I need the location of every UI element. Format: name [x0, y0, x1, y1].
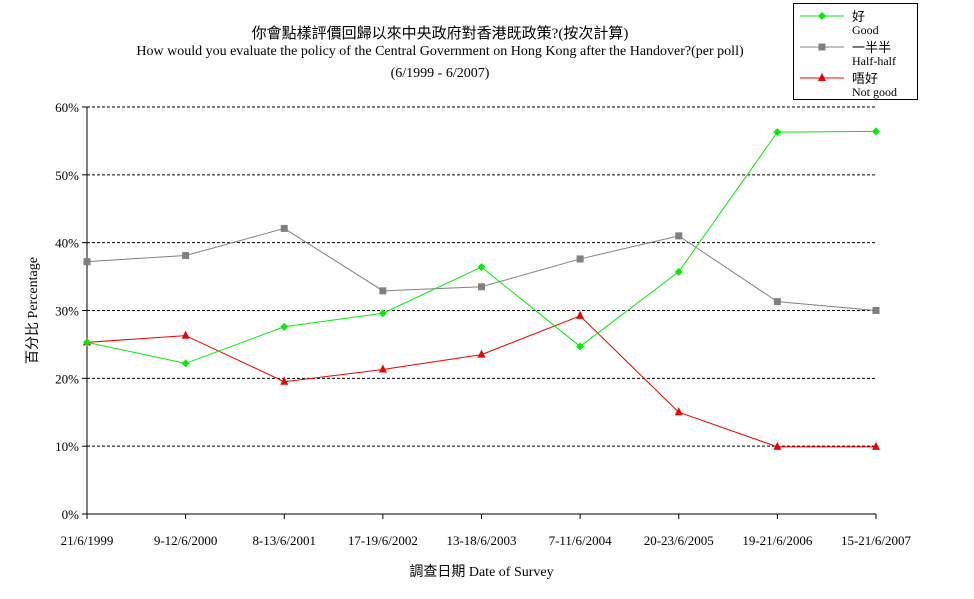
chart-legend: 好 Good 一半半 Half-half 唔好 Not good: [793, 3, 918, 100]
data-point: [674, 267, 683, 276]
x-tick-label: 7-11/6/2004: [549, 533, 613, 548]
x-tick-label: 20-23/6/2005: [644, 533, 714, 548]
legend-label-english: Half-half: [852, 54, 896, 68]
series-not-good: [83, 310, 880, 450]
data-point: [872, 441, 880, 450]
series-line: [86, 315, 876, 448]
data-point: [576, 255, 584, 263]
legend-label-chinese: 一半半: [852, 40, 892, 55]
legend-label-english: Good: [852, 23, 879, 37]
legend-marker: [818, 12, 826, 20]
legend-label-english: Not good: [852, 85, 897, 99]
data-point: [280, 322, 289, 331]
x-tick-label: 17-19/6/2002: [348, 533, 418, 548]
data-point: [182, 252, 190, 260]
data-point: [773, 441, 782, 450]
legend-swatch: [800, 73, 844, 81]
data-point: [378, 364, 387, 373]
legend-swatch: [800, 12, 844, 20]
legend-label-chinese: 好: [852, 9, 866, 24]
data-point: [872, 127, 880, 136]
legend-item-good: 好 Good: [794, 7, 919, 39]
y-tick-label: 10%: [55, 439, 79, 454]
series-line: [86, 130, 877, 364]
x-tick-label: 8-13/6/2001: [252, 533, 316, 548]
data-point: [576, 342, 585, 351]
y-tick-label: 20%: [55, 371, 79, 386]
data-point: [477, 349, 486, 358]
data-point: [674, 407, 683, 416]
legend-item-half-half: 一半半 Half-half: [794, 38, 919, 70]
legend-label-chinese: 唔好: [852, 71, 879, 86]
data-point: [872, 307, 880, 314]
data-point: [576, 310, 585, 319]
data-point: [280, 224, 288, 232]
legend-swatch: [800, 43, 844, 51]
legend-marker: [818, 73, 826, 81]
x-tick-label: 13-18/6/2003: [446, 533, 516, 548]
x-tick-label: 9-12/6/2000: [154, 533, 218, 548]
data-point: [773, 298, 781, 306]
y-tick-label: 30%: [55, 304, 79, 319]
y-tick-label: 50%: [55, 168, 79, 183]
y-tick-label: 40%: [55, 236, 79, 251]
data-point: [181, 359, 190, 368]
legend-marker: [818, 43, 826, 51]
y-axis-title: 百分比 Percentage: [25, 257, 41, 364]
data-point: [378, 309, 387, 318]
y-tick-label: 60%: [55, 100, 79, 115]
data-point: [478, 283, 485, 291]
data-point: [83, 338, 91, 347]
x-tick-label: 15-21/6/2007: [841, 533, 912, 548]
chart-title-chinese: 你會點樣評價回歸以來中央政府對香港既政策?(按次計算): [251, 26, 629, 42]
data-point: [379, 287, 387, 295]
data-point: [477, 263, 486, 272]
legend-item-not-good: 唔好 Not good: [794, 69, 919, 101]
data-point: [675, 232, 683, 240]
series-good: [83, 127, 880, 368]
series-half-half: [83, 224, 880, 314]
x-tick-label: 21/6/1999: [61, 533, 114, 548]
x-axis-title: 調查日期 Date of Survey: [409, 564, 553, 580]
chart-period: (6/1999 - 6/2007): [390, 66, 490, 81]
data-point: [83, 258, 91, 266]
x-tick-label: 19-21/6/2006: [742, 533, 813, 548]
y-tick-label: 0%: [62, 507, 80, 522]
data-point: [280, 376, 289, 385]
chart-title-english: How would you evaluate the policy of the…: [136, 44, 744, 59]
data-point: [773, 128, 782, 137]
data-point: [181, 330, 190, 339]
